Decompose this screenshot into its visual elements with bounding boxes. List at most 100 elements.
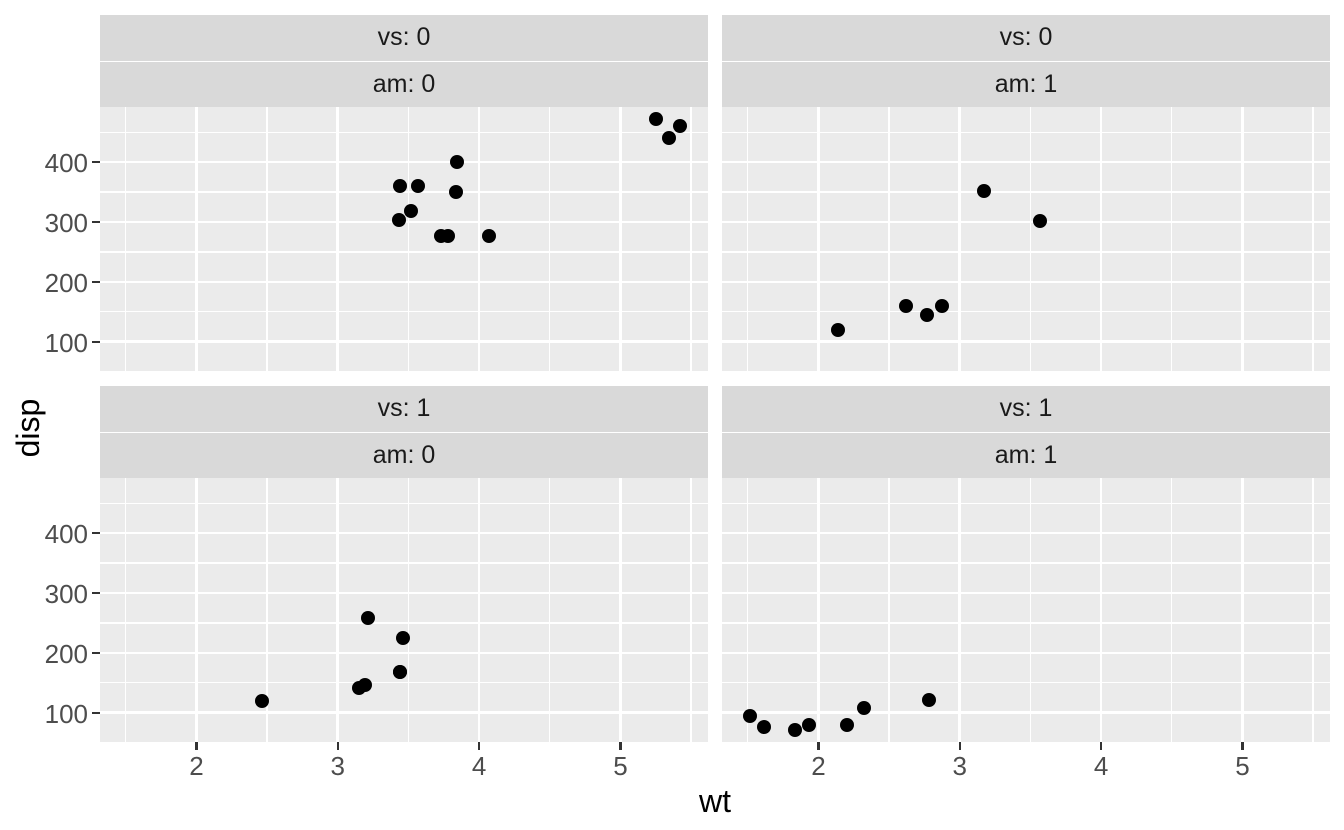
minor-gridline-horizontal (100, 191, 708, 193)
data-point (788, 723, 803, 737)
minor-gridline-vertical (1171, 107, 1173, 371)
data-point (976, 184, 991, 199)
minor-gridline-vertical (549, 478, 551, 742)
major-gridline-vertical (958, 478, 962, 742)
data-point (648, 111, 663, 126)
y-axis-tick-mark (92, 532, 100, 535)
major-gridline-horizontal (100, 651, 708, 655)
x-tick-label: 2 (189, 751, 204, 781)
y-tick-label: 400 (44, 148, 88, 179)
data-point (1033, 214, 1048, 229)
data-point (482, 229, 496, 244)
facet-strip-am: am: 1 (722, 432, 1330, 478)
facet-strip-vs: vs: 0 (100, 15, 708, 61)
x-axis-tick-mark (1100, 742, 1103, 750)
data-point (392, 212, 407, 227)
panel-vs0-am0 (100, 107, 708, 371)
minor-gridline-horizontal (100, 251, 708, 253)
minor-gridline-vertical (407, 478, 410, 742)
data-point (392, 179, 407, 194)
major-gridline-vertical (958, 107, 962, 371)
data-point (449, 185, 464, 200)
data-point (899, 298, 914, 313)
data-point (742, 708, 757, 723)
major-gridline-horizontal (722, 591, 1330, 595)
minor-gridline-vertical (1029, 107, 1032, 371)
y-tick-label: 300 (44, 578, 88, 609)
major-gridline-horizontal (100, 340, 708, 343)
facet-strip-am-label: am: 1 (994, 440, 1058, 469)
y-tick-label: 100 (44, 327, 88, 358)
x-axis-tick-mark (958, 742, 961, 750)
x-axis-tick-mark (336, 742, 339, 750)
facet-strip-am-label: am: 1 (994, 69, 1058, 98)
major-gridline-horizontal (100, 591, 708, 595)
x-tick-label: 5 (1235, 751, 1250, 781)
minor-gridline-horizontal (722, 682, 1330, 684)
y-tick-label: 400 (44, 519, 88, 550)
minor-gridline-vertical (1312, 107, 1314, 371)
minor-gridline-vertical (888, 107, 890, 371)
data-point (802, 718, 817, 733)
x-tick-label: 3 (952, 751, 968, 781)
minor-gridline-horizontal (100, 311, 708, 313)
data-point (662, 131, 677, 146)
minor-gridline-vertical (266, 107, 268, 371)
x-tick-label: 2 (811, 751, 826, 781)
y-tick-label: 200 (44, 638, 88, 669)
y-axis-tick-mark (92, 280, 100, 283)
x-tick-label: 5 (613, 751, 628, 781)
major-gridline-horizontal (100, 160, 708, 164)
major-gridline-vertical (1241, 478, 1244, 742)
data-point (411, 179, 426, 194)
major-gridline-horizontal (722, 651, 1330, 655)
y-axis-tick-mark (92, 711, 100, 714)
major-gridline-vertical (477, 107, 481, 371)
minor-gridline-vertical (125, 478, 127, 742)
major-gridline-vertical (817, 107, 820, 371)
data-point (392, 665, 407, 680)
facet-strip-am: am: 0 (100, 432, 708, 478)
facet-strip-am: am: 0 (100, 61, 708, 107)
minor-gridline-horizontal (100, 622, 708, 624)
major-gridline-vertical (336, 478, 340, 742)
y-axis-tick-mark (92, 651, 100, 654)
x-axis-tick-mark (619, 742, 622, 750)
major-gridline-horizontal (100, 711, 708, 714)
facet-strip-vs: vs: 0 (722, 15, 1330, 61)
major-gridline-horizontal (722, 340, 1330, 343)
panel-vs0-am1 (722, 107, 1330, 371)
data-point (450, 155, 465, 170)
data-point (839, 718, 854, 733)
minor-gridline-vertical (1029, 478, 1032, 742)
minor-gridline-vertical (125, 107, 127, 371)
data-point (831, 322, 846, 337)
x-tick-label: 4 (1093, 751, 1109, 781)
y-tick-label: 100 (44, 698, 88, 729)
minor-gridline-horizontal (100, 562, 708, 564)
x-tick-label: 3 (330, 751, 346, 781)
facet-strip-vs: vs: 1 (722, 386, 1330, 432)
major-gridline-vertical (1099, 107, 1103, 371)
major-gridline-vertical (195, 478, 198, 742)
minor-gridline-horizontal (722, 131, 1330, 133)
x-axis-tick-mark (478, 742, 481, 750)
minor-gridline-horizontal (722, 502, 1330, 504)
data-point (757, 720, 772, 735)
minor-gridline-horizontal (722, 251, 1330, 253)
minor-gridline-vertical (1171, 478, 1173, 742)
minor-gridline-vertical (1312, 478, 1314, 742)
minor-gridline-horizontal (100, 131, 708, 133)
minor-gridline-horizontal (722, 191, 1330, 193)
minor-gridline-vertical (407, 107, 410, 371)
x-tick-label: 4 (471, 751, 487, 781)
y-axis-tick-mark (92, 220, 100, 224)
minor-gridline-horizontal (722, 562, 1330, 564)
data-point (673, 119, 688, 134)
data-point (921, 693, 936, 708)
data-point (935, 298, 950, 313)
facet-strip-vs-label: vs: 0 (377, 23, 431, 52)
minor-gridline-horizontal (100, 682, 708, 684)
data-point (361, 611, 376, 626)
minor-gridline-horizontal (722, 622, 1330, 624)
